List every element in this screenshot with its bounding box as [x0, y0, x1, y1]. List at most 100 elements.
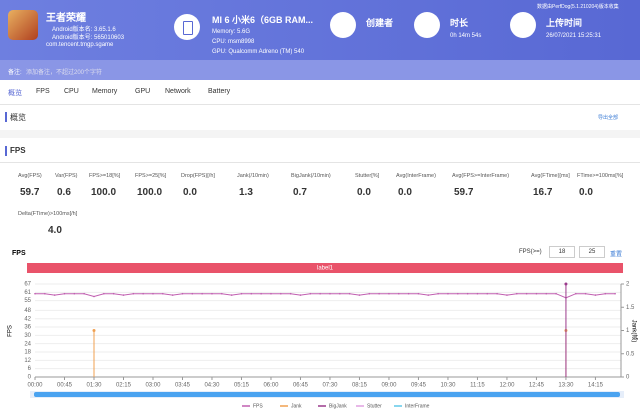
- stat-label: FPS>=18[%]: [89, 173, 121, 179]
- tab[interactable]: Memory: [92, 88, 118, 95]
- point: [122, 294, 125, 296]
- x-tick-label: 03:45: [175, 383, 191, 389]
- y-tick-label: 61: [24, 290, 31, 296]
- filter-input[interactable]: 18: [549, 246, 575, 258]
- scrollbar[interactable]: [34, 392, 620, 397]
- legend-label: BigJank: [329, 403, 347, 409]
- y-tick-label: 12: [24, 358, 31, 364]
- export-all[interactable]: 导出全部: [598, 115, 619, 121]
- filter-label: FPS(>=): [519, 249, 542, 255]
- y-axis-label: FPS: [8, 325, 14, 337]
- point: [476, 292, 479, 295]
- y-tick-label: 67: [24, 282, 31, 288]
- remark-bar: 备注: 添加备注，不超过200个字符: [0, 60, 640, 80]
- stat-label: Avg(FTime)[ms]: [531, 173, 570, 179]
- point: [260, 292, 262, 295]
- point: [191, 292, 194, 295]
- point: [34, 292, 36, 295]
- device-gpu: GPU: Qualcomm Adreno (TM) 540: [212, 49, 305, 55]
- point: [574, 292, 577, 295]
- x-tick-label: 12:00: [499, 383, 515, 389]
- stat-label: FPS>=25[%]: [135, 173, 167, 179]
- stat-label: Stutter[%]: [355, 173, 380, 179]
- tab[interactable]: FPS: [36, 88, 50, 95]
- x-tick-label: 10:30: [440, 383, 456, 389]
- point: [181, 292, 184, 295]
- stat-value: 100.0: [137, 187, 163, 198]
- tab[interactable]: CPU: [64, 88, 79, 95]
- point: [44, 292, 46, 295]
- label-band: [27, 263, 623, 273]
- stat-value: 0.0: [183, 187, 197, 198]
- point: [83, 292, 85, 295]
- point: [456, 292, 459, 295]
- tab[interactable]: GPU: [135, 88, 151, 95]
- point: [437, 292, 439, 295]
- point: [142, 292, 144, 295]
- point: [103, 292, 105, 295]
- stat-value: 0.6: [57, 187, 71, 198]
- point: [506, 294, 508, 296]
- stat-value: 0.0: [398, 187, 412, 198]
- fps-title: FPS: [10, 146, 26, 155]
- point: [270, 292, 272, 295]
- device-memory: Memory: 5.6G: [212, 29, 251, 35]
- x-tick-label: 06:00: [263, 383, 279, 389]
- x-tick-label: 09:45: [411, 383, 427, 389]
- x-tick-label: 02:15: [116, 383, 132, 389]
- device-cpu: CPU: msm8998: [212, 39, 255, 45]
- reset[interactable]: 重置: [610, 252, 623, 258]
- y-tick-label: 42: [24, 316, 31, 322]
- y2-tick-label: 1.5: [626, 305, 635, 311]
- point: [112, 292, 115, 295]
- point: [289, 292, 292, 295]
- filter-input[interactable]: 25: [579, 246, 605, 258]
- upload-label: 上传时间: [546, 18, 583, 28]
- tab[interactable]: Network: [165, 88, 191, 95]
- tab[interactable]: 概览: [8, 90, 22, 97]
- section-marker: [5, 146, 7, 156]
- stat-value: 0.7: [293, 187, 307, 198]
- point: [162, 292, 164, 295]
- duration-icon: [414, 12, 440, 38]
- creator-label: 创建者: [366, 18, 394, 28]
- stat-label: BigJank(/10min): [291, 173, 331, 179]
- duration-label: 时长: [450, 18, 469, 28]
- app-icon: [8, 10, 38, 40]
- point: [486, 292, 489, 295]
- point: [73, 292, 76, 295]
- y2-tick-label: 1: [626, 328, 630, 334]
- y-tick-label: 0: [28, 375, 32, 381]
- stat-value: 16.7: [533, 187, 553, 198]
- y2-tick-label: 2: [626, 282, 630, 288]
- divider: [0, 162, 640, 163]
- stat-value: 59.7: [20, 187, 40, 198]
- stat-value: 1.3: [239, 187, 253, 198]
- version-code: Android版本号: 565010603: [52, 35, 125, 41]
- x-tick-label: 12:45: [529, 383, 545, 389]
- y-tick-label: 24: [24, 341, 31, 347]
- device-name: MI 6 小米6（6GB RAM...: [212, 15, 314, 25]
- legend-label: Stutter: [367, 403, 382, 409]
- tab[interactable]: Battery: [208, 88, 231, 95]
- y-tick-label: 18: [24, 350, 31, 356]
- point: [280, 292, 282, 295]
- point: [614, 292, 616, 295]
- stat-label: Jank(/10min): [237, 173, 269, 179]
- point: [299, 294, 302, 296]
- divider: [0, 104, 640, 105]
- stat-label: Var(FPS): [55, 173, 78, 179]
- point: [584, 292, 587, 295]
- y2-tick-label: 0.5: [626, 351, 635, 357]
- duration-value: 0h 14m 54s: [450, 33, 482, 39]
- remark-input[interactable]: 添加备注，不超过200个字符: [26, 70, 103, 76]
- collector-note: 数据由PerfDog(5.1.210204)版本收集: [537, 4, 619, 10]
- stat-label: Avg(FPS): [18, 173, 42, 179]
- header: 王者荣耀 Android版本名: 3.65.1.6 Android版本号: 56…: [0, 0, 640, 60]
- point: [594, 294, 597, 296]
- point: [427, 294, 430, 296]
- stat-value: 4.0: [48, 225, 62, 236]
- x-tick-label: 03:00: [145, 383, 161, 389]
- legend-label: FPS: [253, 403, 263, 409]
